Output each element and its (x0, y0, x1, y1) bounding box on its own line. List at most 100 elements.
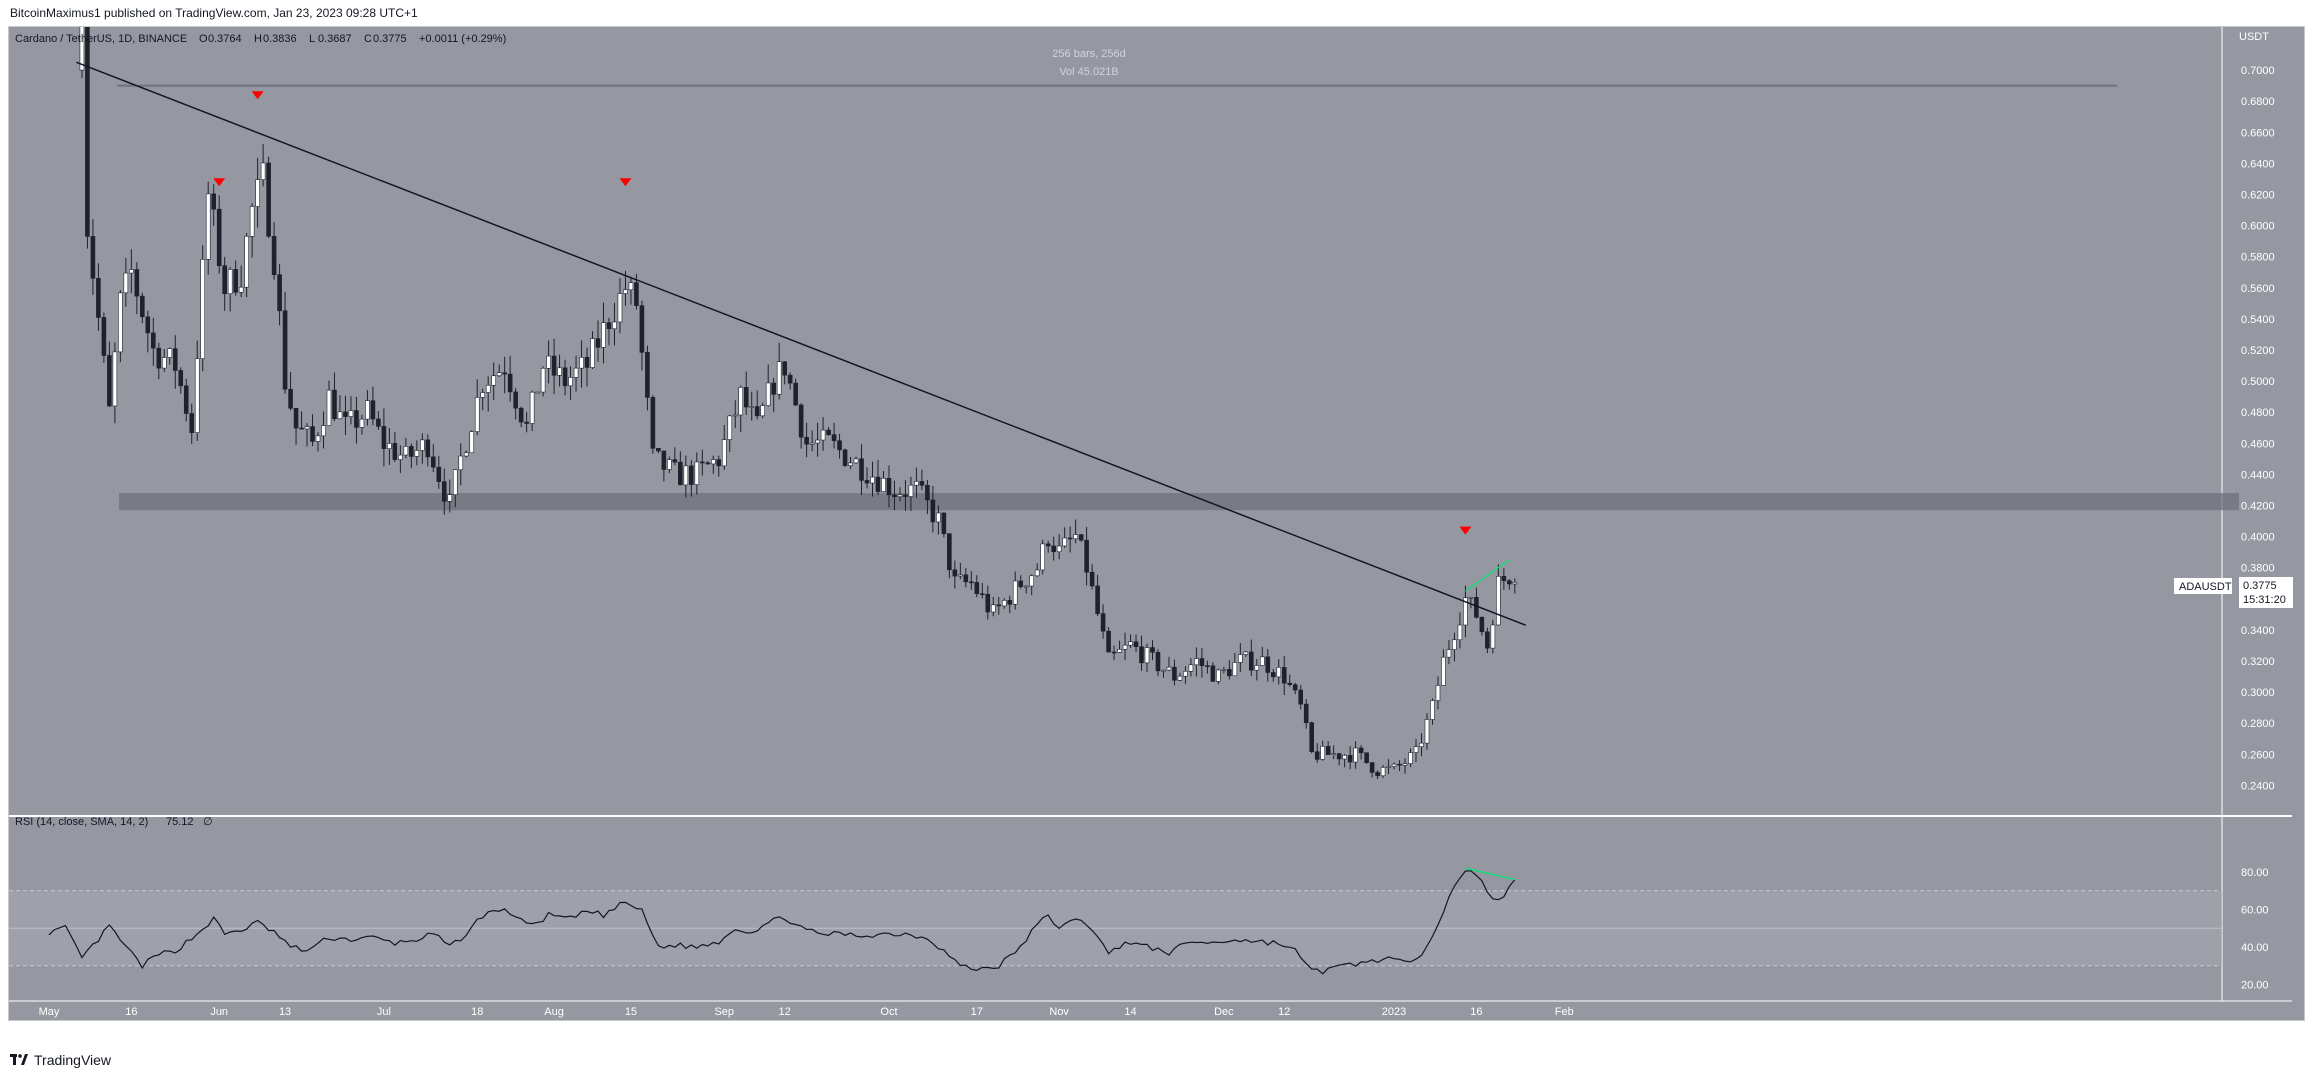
candle-down (354, 410, 359, 428)
candle-down (1309, 722, 1314, 752)
candle-up (496, 372, 502, 377)
price-axis-tick: 0.3200 (2241, 656, 2275, 668)
symbol-label[interactable]: Cardano / TetherUS, 1D, BINANCE (15, 33, 187, 45)
time-axis-tick: 16 (125, 1006, 137, 1018)
candle-down (156, 347, 162, 369)
candle-up (238, 286, 244, 293)
candle-up (403, 446, 409, 456)
bearish-marker-icon (213, 178, 226, 187)
time-axis-tick: May (39, 1006, 60, 1018)
candle-down (1358, 747, 1364, 754)
candle-down (925, 484, 930, 501)
price-axis-tick: 0.2600 (2241, 749, 2275, 761)
candle-up (848, 462, 853, 466)
candle-down (134, 269, 140, 297)
candle-up (1452, 639, 1457, 650)
price-axis-tick: 0.7000 (2241, 65, 2275, 77)
candle-down (639, 305, 645, 353)
rsi-legend-label[interactable]: RSI (14, close, SMA, 14, 2) (15, 816, 148, 828)
candle-up (727, 415, 733, 440)
candle-down (782, 361, 787, 376)
candle-up (732, 414, 738, 417)
candle-down (1155, 651, 1161, 672)
candle-up (348, 410, 354, 417)
candle-up (1441, 656, 1446, 686)
candle-down (930, 499, 936, 523)
chart-canvas[interactable]: 80.00 60.00 40.00 20.00 USDT 0.7000 0.6800 0.6… (9, 27, 2304, 1020)
candle-down (1265, 656, 1271, 673)
candle-up (1490, 624, 1496, 649)
candle-down (606, 322, 612, 330)
candle-up (710, 459, 716, 465)
candle-up (1183, 671, 1188, 677)
candle-up (1408, 752, 1413, 764)
candle-up (1056, 545, 1062, 553)
candle-down (271, 235, 277, 275)
candle-up (1117, 649, 1122, 653)
candle-up (529, 391, 535, 424)
candle-down (277, 274, 282, 312)
chart-container[interactable]: 80.00 60.00 40.00 20.00 USDT 0.7000 0.6800 0.6… (8, 26, 2305, 1021)
candle-up (1188, 664, 1194, 672)
candle-up (557, 367, 562, 376)
time-axis-tick: Dec (1214, 1006, 1234, 1018)
candle-up (398, 454, 403, 460)
time-axis-tick: 18 (471, 1006, 483, 1018)
candle-down (963, 574, 969, 583)
price-axis-tick: 0.6400 (2241, 158, 2275, 170)
candle-down (804, 436, 809, 445)
candle-up (79, 27, 85, 71)
candle-down (343, 411, 348, 417)
time-axis-tick: Aug (544, 1006, 564, 1018)
time-axis-tick: Feb (1555, 1006, 1574, 1018)
candle-up (749, 406, 755, 408)
candle-down (1089, 571, 1095, 587)
grid-layer (9, 27, 2292, 1002)
candle-up (123, 272, 129, 294)
candle-down (233, 269, 238, 293)
candle-up (167, 348, 173, 358)
price-tag[interactable]: ADAUSDT 0.3775 15:31:20 (2174, 577, 2293, 608)
ohlc-values: O 0.3764 H 0.3836 L 0.3687 C 0.3775 +0.0011 (+0.… (199, 33, 506, 45)
candle-down (376, 418, 381, 427)
candle-down (1172, 666, 1177, 681)
candle-up (612, 321, 617, 330)
price-axis-tick: 0.3800 (2241, 563, 2275, 575)
candle-up (1424, 719, 1430, 744)
candle-down (661, 450, 667, 470)
candle-up (387, 443, 392, 449)
candle-down (96, 278, 101, 318)
candle-up (359, 418, 365, 428)
candle-up (1419, 742, 1424, 747)
price-divergence-line (1465, 559, 1510, 592)
candle-down (266, 162, 271, 237)
candle-up (776, 361, 782, 395)
candle-down (1095, 585, 1100, 614)
candle-down (892, 494, 897, 497)
candle-up (1194, 658, 1199, 666)
candle-up (463, 452, 469, 457)
candle-down (645, 352, 650, 398)
candle-down (1347, 755, 1353, 763)
price-axis-tick: 0.4600 (2241, 438, 2275, 450)
candle-up (321, 425, 326, 437)
time-axis-tick: 13 (279, 1006, 291, 1018)
candle-down (189, 413, 195, 433)
tradingview-logo[interactable]: TradingView (10, 1052, 111, 1068)
candle-up (200, 259, 206, 359)
price-axis-tick: 0.6600 (2241, 127, 2275, 139)
candle-up (1446, 649, 1452, 658)
candle-up (1232, 662, 1238, 677)
candle-down (842, 449, 848, 466)
candle-down (787, 374, 793, 384)
price-axis-tick: 0.5200 (2241, 345, 2275, 357)
price-axis-tick: 0.5600 (2241, 283, 2275, 295)
candle-down (831, 434, 837, 442)
candle-down (1507, 580, 1512, 585)
candle-up (1238, 654, 1243, 663)
candle-up (617, 293, 623, 323)
ohlc-value: 0.3687 (318, 33, 352, 45)
rsi-legend-value: 75.12 (166, 816, 194, 828)
candle-up (990, 604, 996, 613)
price-tag-box (2239, 577, 2293, 608)
